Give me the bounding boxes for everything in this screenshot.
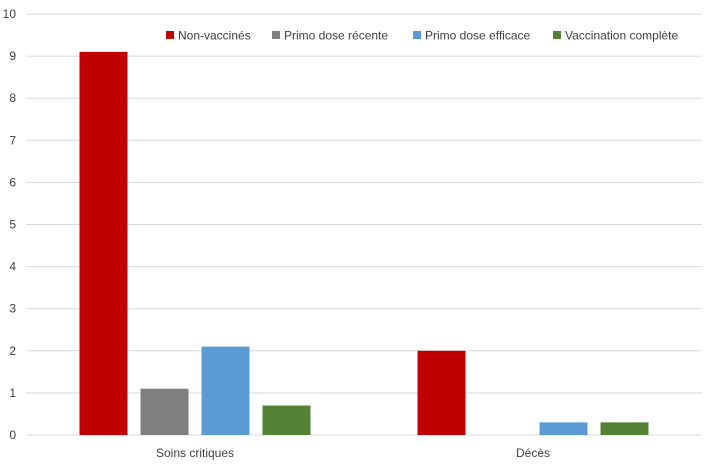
x-category-label: Soins critiques: [156, 446, 234, 460]
y-tick-label: 0: [9, 428, 16, 442]
legend-label-1: Primo dose récente: [284, 29, 388, 43]
bar-0-0: [79, 51, 128, 435]
bar-0-3: [262, 405, 311, 435]
y-tick-label: 3: [9, 302, 16, 316]
x-axis-categories: Soins critiques Décès: [156, 446, 550, 460]
legend-swatch-1: [272, 31, 280, 39]
legend-label-3: Vaccination complète: [565, 29, 679, 43]
y-tick-label: 6: [9, 175, 16, 189]
y-tick-label: 7: [9, 133, 16, 147]
y-tick-label: 4: [9, 260, 16, 274]
legend-label-0: Non-vaccinés: [178, 29, 251, 43]
bar-1-0: [417, 350, 466, 435]
legend-swatch-2: [413, 31, 421, 39]
y-tick-label: 8: [9, 91, 16, 105]
gridlines: [26, 13, 702, 436]
bar-1-3: [600, 422, 649, 435]
y-tick-label: 9: [9, 49, 16, 63]
x-category-label: Décès: [516, 446, 550, 460]
bar-1-2: [539, 422, 588, 435]
y-tick-label: 10: [3, 7, 17, 21]
legend-swatch-0: [166, 31, 174, 39]
legend-swatch-3: [553, 31, 561, 39]
legend-label-2: Primo dose efficace: [425, 29, 530, 43]
y-axis-ticks: 0 1 2 3 4 5 6 7 8 9 10: [3, 7, 17, 442]
bars: [79, 51, 649, 435]
y-tick-label: 1: [9, 386, 16, 400]
bar-0-2: [201, 346, 250, 435]
y-tick-label: 5: [9, 218, 16, 232]
bar-0-1: [140, 388, 189, 435]
y-tick-label: 2: [9, 344, 16, 358]
legend: Non-vaccinés Primo dose récente Primo dose…: [166, 29, 679, 43]
